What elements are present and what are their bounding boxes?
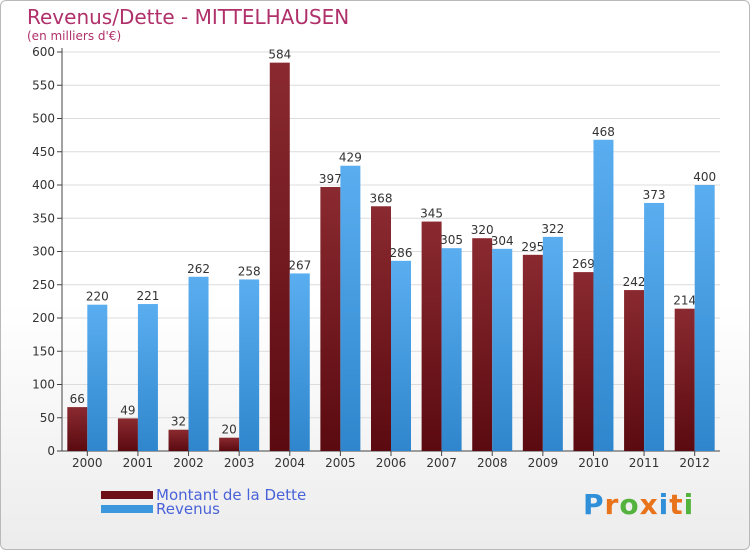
bar-dette — [522, 254, 543, 451]
legend: Montant de la Dette Revenus — [101, 486, 307, 518]
data-label-dette: 32 — [171, 415, 186, 429]
bar-revenus — [391, 260, 411, 451]
x-tick-label: 2000 — [72, 456, 103, 470]
data-label-revenus: 400 — [693, 170, 716, 184]
bar-revenus — [289, 273, 310, 451]
data-label-dette: 397 — [319, 172, 342, 186]
y-tick-label: 450 — [32, 145, 55, 159]
y-tick-label: 0 — [47, 444, 55, 458]
bar-dette — [624, 290, 645, 451]
bar-dette — [320, 186, 341, 451]
logo-letter: t — [669, 488, 684, 521]
data-label-dette: 214 — [673, 294, 696, 308]
bar-revenus — [87, 304, 108, 451]
logo-letter: i — [683, 488, 695, 521]
data-label-dette: 242 — [623, 275, 646, 289]
data-label-revenus: 267 — [288, 258, 311, 272]
x-tick-label: 2009 — [528, 456, 559, 470]
logo-letter: o — [619, 488, 640, 521]
x-tick-label: 2004 — [274, 456, 305, 470]
y-tick-label: 550 — [32, 78, 55, 92]
x-tick-label: 2012 — [679, 456, 710, 470]
data-label-revenus: 373 — [643, 188, 666, 202]
data-label-revenus: 262 — [187, 262, 210, 276]
x-tick-label: 2007 — [426, 456, 457, 470]
x-tick-label: 2010 — [578, 456, 609, 470]
data-label-dette: 20 — [222, 423, 237, 437]
logo-letter: x — [639, 488, 659, 521]
bar-dette — [674, 308, 695, 451]
data-label-dette: 584 — [268, 48, 291, 62]
y-tick-label: 350 — [32, 211, 55, 225]
bar-dette — [421, 221, 442, 451]
logo-letter: r — [604, 488, 620, 521]
x-tick-label: 2006 — [376, 456, 407, 470]
data-label-dette: 345 — [420, 207, 443, 221]
legend-swatch-revenus — [101, 505, 153, 513]
data-label-revenus: 305 — [440, 233, 463, 247]
data-label-dette: 269 — [572, 257, 595, 271]
y-tick-label: 300 — [32, 245, 55, 259]
x-tick-label: 2011 — [629, 456, 660, 470]
data-label-dette: 66 — [70, 392, 85, 406]
legend-item-dette: Montant de la Dette — [101, 486, 307, 504]
y-tick-label: 50 — [40, 411, 55, 425]
legend-item-revenus: Revenus — [101, 500, 306, 518]
chart-title: Revenus/Dette - MITTELHAUSEN — [27, 5, 350, 29]
data-label-revenus: 221 — [136, 289, 159, 303]
bar-dette — [117, 418, 138, 451]
y-tick-label: 400 — [32, 178, 55, 192]
bar-revenus — [694, 185, 715, 451]
legend-label-dette: Montant de la Dette — [156, 486, 307, 504]
data-label-dette: 368 — [370, 191, 393, 205]
data-label-dette: 295 — [521, 240, 544, 254]
bar-revenus — [492, 248, 513, 451]
x-tick-label: 2008 — [477, 456, 508, 470]
legend-label-revenus: Revenus — [156, 500, 220, 518]
bar-dette — [472, 238, 493, 451]
bar-revenus — [542, 236, 563, 451]
data-label-revenus: 322 — [541, 222, 564, 236]
y-tick-label: 150 — [32, 344, 55, 358]
data-label-revenus: 286 — [390, 246, 413, 260]
bar-dette — [269, 62, 290, 451]
bar-revenus — [593, 139, 614, 451]
bar-revenus — [340, 165, 361, 451]
bar-dette — [219, 437, 240, 451]
logo-letter: P — [583, 488, 605, 521]
bar-revenus — [188, 276, 209, 451]
data-label-dette: 49 — [120, 403, 135, 417]
x-tick-label: 2002 — [173, 456, 204, 470]
data-label-revenus: 429 — [339, 151, 362, 165]
chart-subtitle: (en milliers d'€) — [27, 29, 122, 43]
y-tick-label: 500 — [32, 112, 55, 126]
y-tick-label: 600 — [32, 45, 55, 59]
y-tick-label: 100 — [32, 378, 55, 392]
bar-revenus — [644, 202, 665, 451]
bar-revenus — [239, 279, 260, 451]
x-tick-label: 2001 — [123, 456, 154, 470]
logo-letter: i — [658, 488, 670, 521]
bar-dette — [168, 429, 189, 451]
y-tick-label: 200 — [32, 311, 55, 325]
data-label-revenus: 304 — [491, 234, 514, 248]
bar-dette — [67, 407, 88, 451]
data-label-revenus: 220 — [86, 290, 109, 304]
data-label-revenus: 258 — [238, 264, 261, 278]
data-label-revenus: 468 — [592, 125, 615, 139]
bar-dette — [573, 272, 594, 451]
data-label-dette: 320 — [471, 223, 494, 237]
bar-revenus — [441, 248, 462, 451]
bar-dette — [371, 206, 391, 451]
legend-swatch-dette — [101, 491, 153, 499]
x-tick-label: 2005 — [325, 456, 356, 470]
x-tick-label: 2003 — [224, 456, 255, 470]
y-tick-label: 250 — [32, 278, 55, 292]
bar-revenus — [137, 304, 158, 451]
proxiti-logo: Proxiti — [583, 488, 694, 521]
